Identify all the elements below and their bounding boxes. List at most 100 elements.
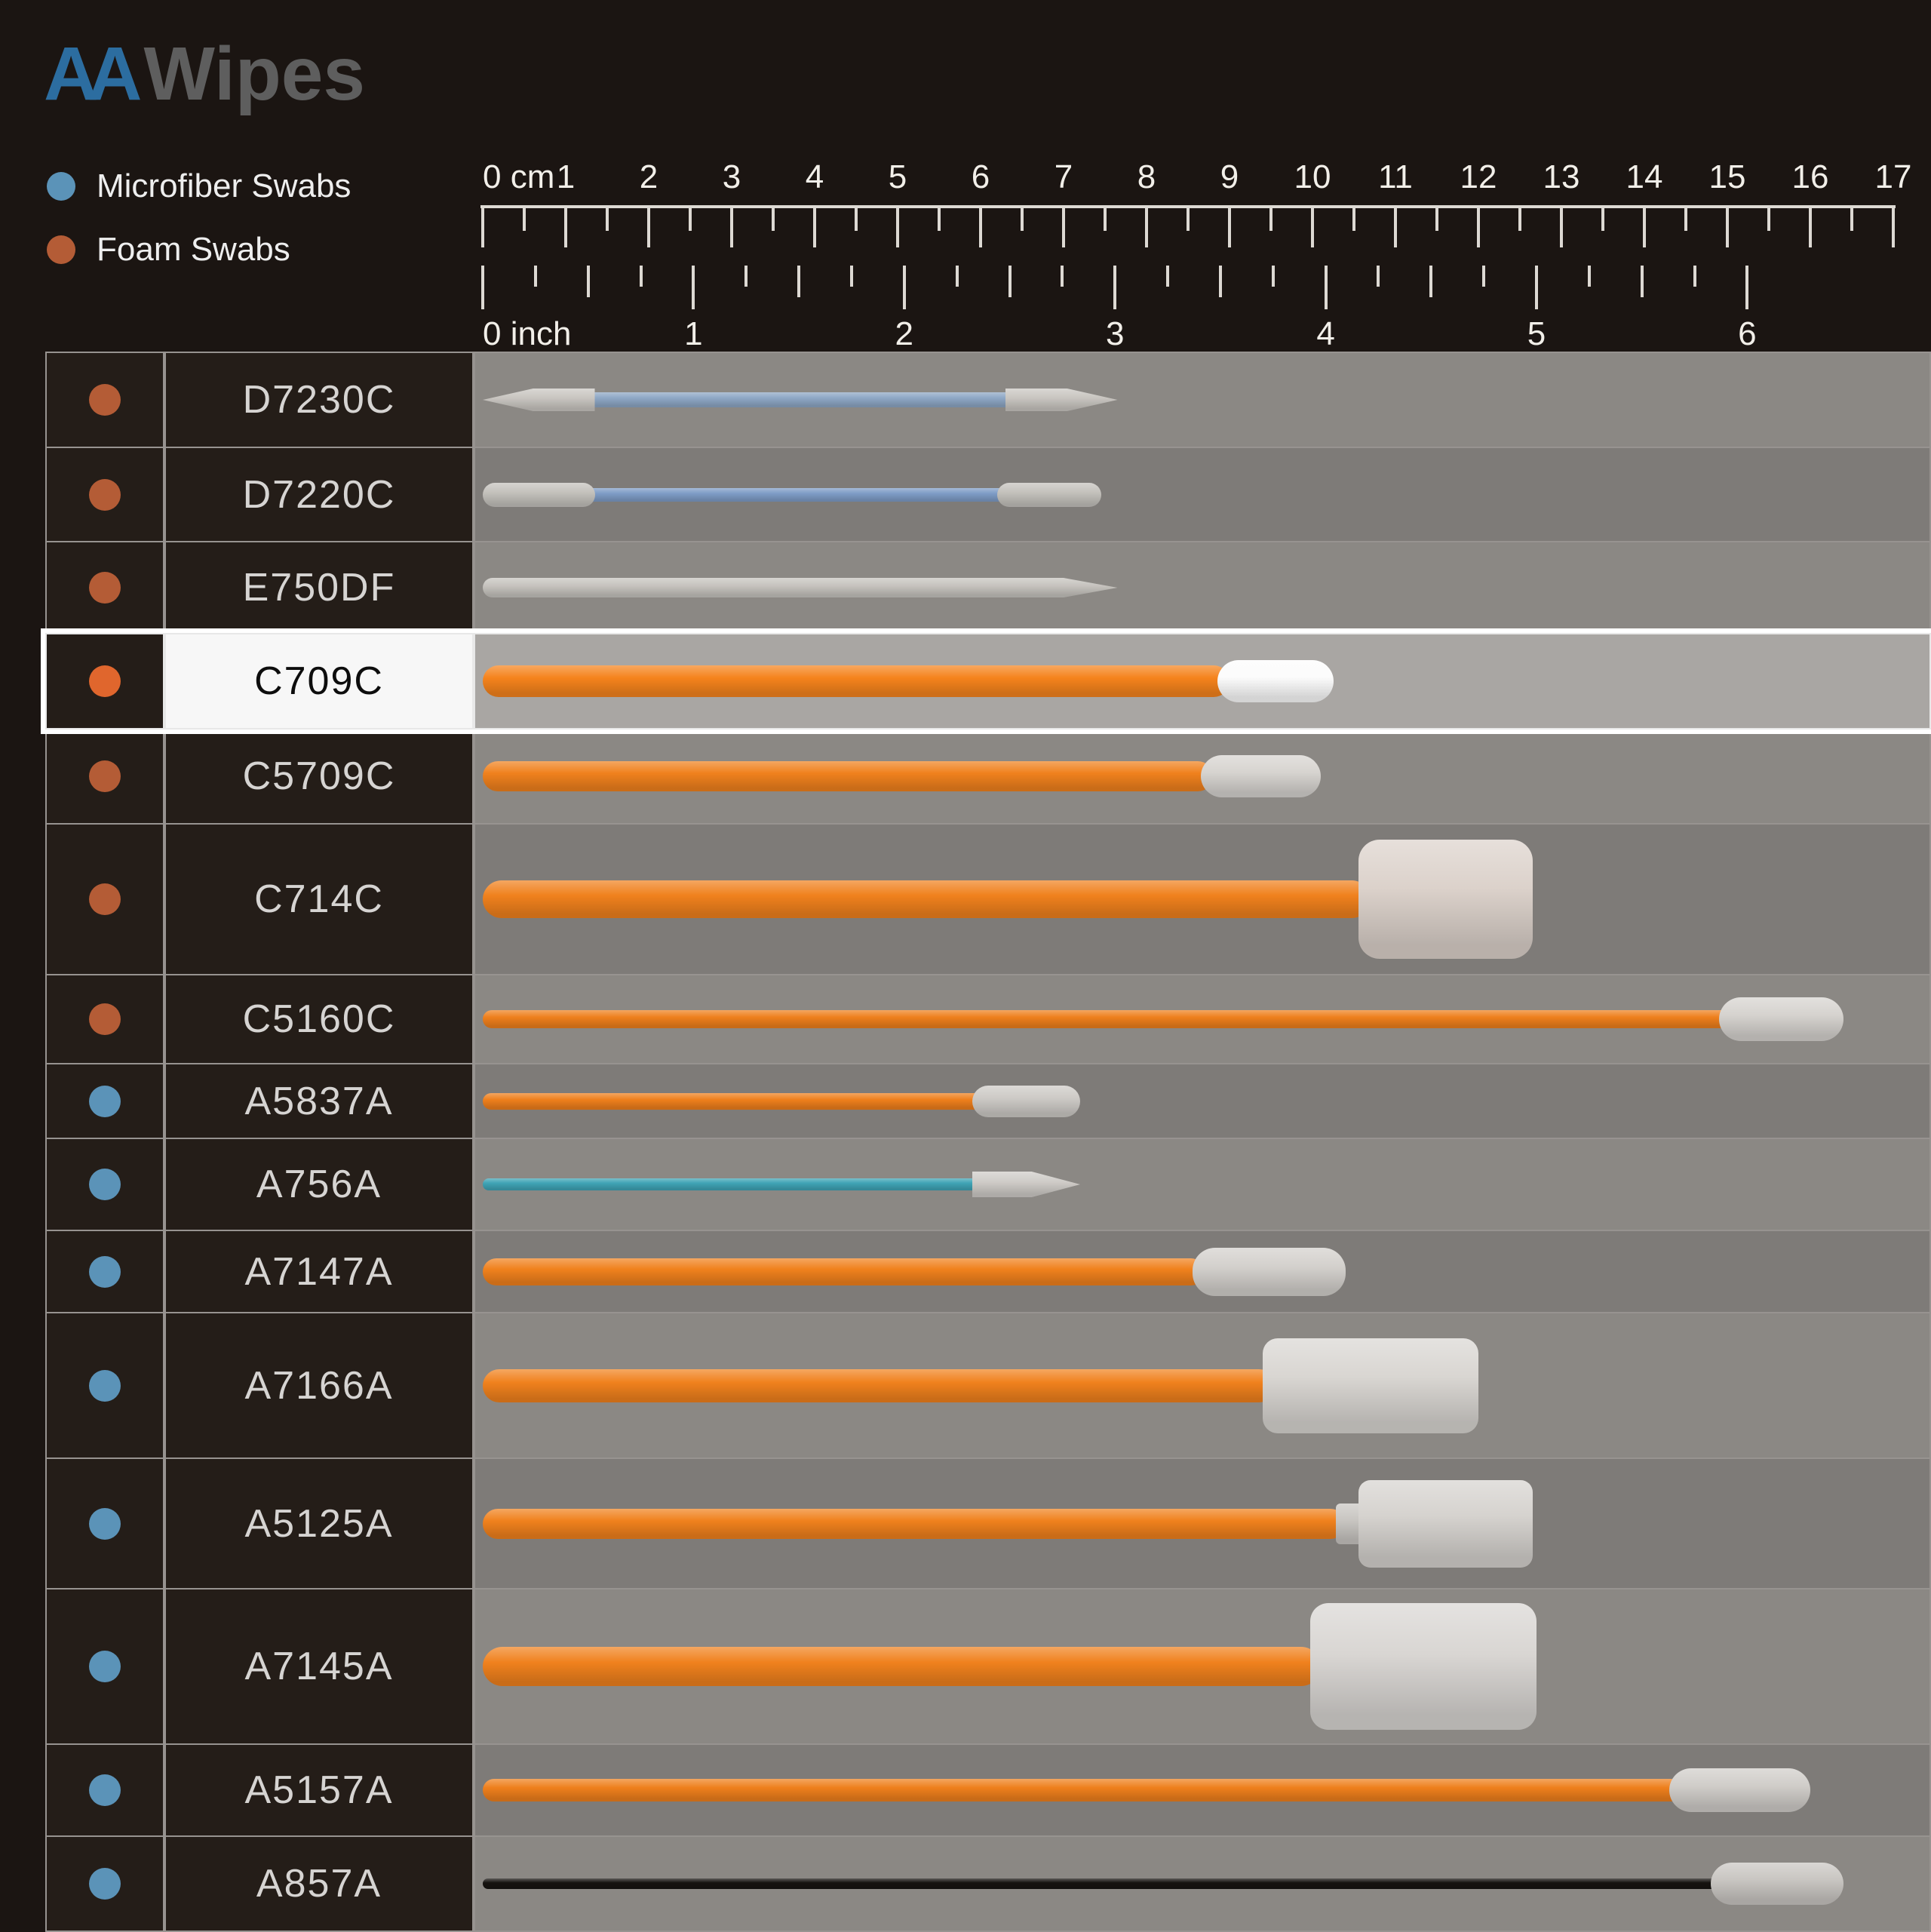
swab-type-cell: [45, 447, 164, 542]
ruler-inch-label: 3: [1105, 315, 1125, 352]
swab-visual-cell: [474, 1312, 1931, 1459]
ruler: 0 cm 1 2 3 4 5 6 7 8 9 10 11 12 13 14 15 16 17 0 inch 1 2 3 4 5…: [0, 136, 1931, 355]
ruler-cm-tick: [1809, 208, 1812, 247]
legend: Microfiber Swabs Foam Swabs: [47, 167, 351, 269]
ruler-cm-label: 8: [1137, 158, 1156, 195]
ruler-cm-label: 10: [1294, 158, 1331, 195]
swab-pointed-tip: [483, 389, 595, 411]
model-name-cell: A5157A: [164, 1743, 474, 1837]
ruler-inch-tick: [744, 266, 748, 287]
ruler-cm-label: 4: [805, 158, 824, 195]
swab-head: [997, 482, 1101, 507]
ruler-cm-tick: [1684, 208, 1687, 231]
model-label: C714C: [254, 877, 384, 921]
ruler-cm-tick: [1062, 208, 1065, 247]
table-row: A7166A: [45, 1312, 1931, 1459]
swab-type-cell: [45, 1063, 164, 1139]
swab-head: [1711, 1863, 1844, 1905]
ruler-cm-tick: [1021, 208, 1024, 231]
foam-dot-icon: [89, 572, 121, 604]
legend-label: Microfiber Swabs: [97, 167, 352, 204]
swab-head: [574, 487, 1022, 502]
swab-type-cell: [45, 1230, 164, 1313]
ruler-inch-tick: [1429, 266, 1433, 297]
model-name-cell: A5125A: [164, 1457, 474, 1590]
ruler-inch-label: 5: [1527, 315, 1546, 352]
swab-shaft: [483, 1010, 1736, 1028]
model-name-cell: A7166A: [164, 1312, 474, 1459]
swab-shaft: [483, 1647, 1321, 1686]
model-name-cell: C5709C: [164, 728, 474, 825]
swab-visual-cell: [474, 1743, 1931, 1837]
swab-shaft: [483, 1779, 1682, 1801]
swab-visual-cell: [474, 447, 1931, 542]
ruler-cm-tick: [938, 208, 941, 231]
ruler-inch-tick: [692, 266, 695, 309]
swab-head: [1217, 660, 1334, 702]
ruler-cm-tick: [523, 208, 526, 231]
ruler-cm-tick: [606, 208, 609, 231]
swab-head: [1669, 1768, 1810, 1812]
ruler-cm-label: 11: [1378, 158, 1413, 195]
model-label: C5160C: [242, 997, 396, 1041]
foam-dot-icon: [89, 760, 121, 792]
microfiber-dot-icon: [89, 1169, 121, 1200]
ruler-cm-tick: [1601, 208, 1604, 231]
microfiber-legend-dot-icon: [47, 172, 75, 201]
ruler-cm-tick: [813, 208, 816, 247]
model-name-cell: A857A: [164, 1835, 474, 1932]
model-name-cell: E750DF: [164, 541, 474, 634]
ruler-cm-tick: [1104, 208, 1107, 231]
legend-label: Foam Swabs: [97, 231, 290, 268]
ruler-cm-label: 12: [1460, 158, 1497, 195]
swab-head: [1192, 1247, 1346, 1296]
ruler-cm-tick: [564, 208, 567, 247]
swab-visual-cell: [474, 1588, 1931, 1745]
swab-visual-cell: [474, 1230, 1931, 1313]
ruler-inch-tick: [1377, 266, 1380, 287]
ruler-baseline: [480, 205, 1896, 208]
model-label: A756A: [256, 1163, 382, 1206]
ruler-cm-tick: [1726, 208, 1729, 247]
swab-visual-cell: [474, 728, 1931, 825]
ruler-cm-tick: [481, 208, 484, 247]
model-name-cell: C709C: [164, 633, 474, 729]
ruler-cm-label: 9: [1220, 158, 1239, 195]
foam-dot-icon: [89, 384, 121, 416]
swab-visual-cell: [474, 1138, 1931, 1231]
ruler-cm-tick: [1850, 208, 1853, 231]
legend-item: Microfiber Swabs: [47, 167, 351, 205]
swab-visual-cell: [474, 1835, 1931, 1932]
swab-visual-cell: [474, 1457, 1931, 1590]
swab-shaft: [483, 1368, 1276, 1402]
model-name-cell: C5160C: [164, 974, 474, 1064]
ruler-inch-tick: [1218, 266, 1222, 297]
ruler-cm-label: 7: [1054, 158, 1073, 195]
ruler-inch-tick: [1745, 266, 1749, 309]
model-name-cell: D7220C: [164, 447, 474, 542]
ruler-inch-tick: [1535, 266, 1538, 309]
model-label: D7230C: [242, 378, 396, 422]
model-label: A7145A: [244, 1645, 394, 1688]
ruler-cm-tick: [1892, 208, 1895, 247]
brand-logo-aa-monogram: AA: [44, 32, 142, 116]
model-label: A5157A: [244, 1768, 394, 1812]
swab-shaft: [483, 1092, 985, 1110]
ruler-inch-tick: [1113, 266, 1117, 309]
ruler-inch-tick: [849, 266, 853, 287]
ruler-inch-tick: [533, 266, 537, 287]
microfiber-dot-icon: [89, 1774, 121, 1806]
model-label: C709C: [254, 659, 384, 703]
ruler-cm-tick: [1560, 208, 1563, 247]
table-row: D7220C: [45, 447, 1931, 542]
model-label: A7147A: [244, 1249, 394, 1294]
ruler-cm-tick: [1145, 208, 1148, 247]
swab-head: [1719, 997, 1844, 1041]
ruler-cm-tick: [1643, 208, 1646, 247]
swab-pointed-tip: [997, 578, 1118, 597]
table-row-highlighted: C709C: [41, 628, 1931, 734]
model-name-cell: A7147A: [164, 1230, 474, 1313]
ruler-inch-tick: [1587, 266, 1591, 287]
table-row: A5157A: [45, 1743, 1931, 1837]
table-row: A7145A: [45, 1588, 1931, 1745]
